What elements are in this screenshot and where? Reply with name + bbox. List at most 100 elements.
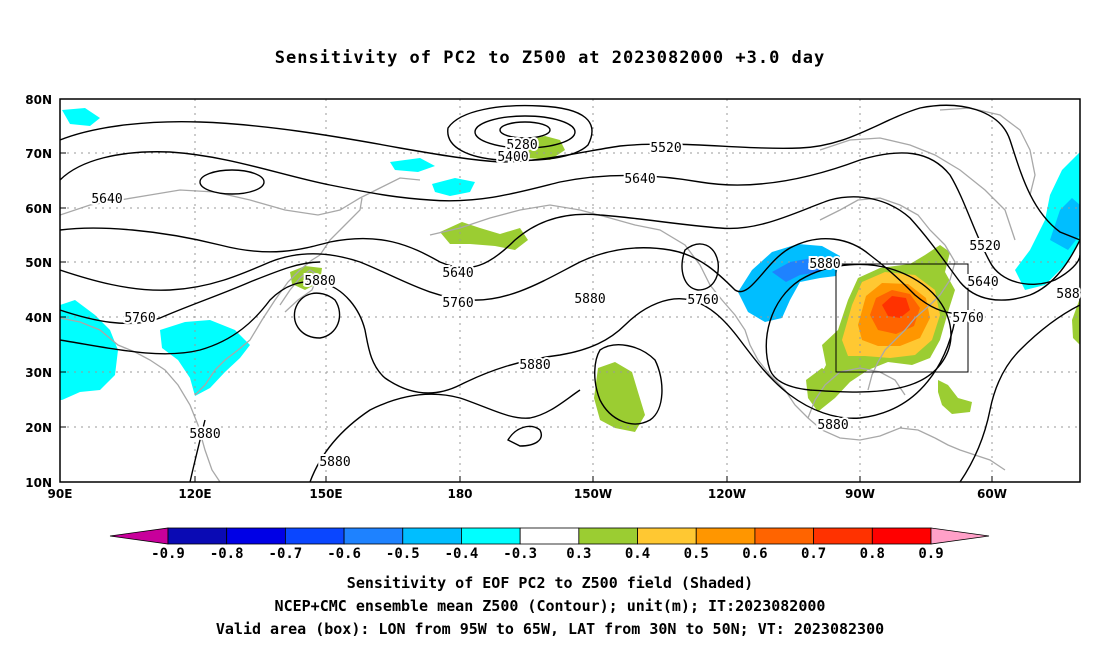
contour-label: 5400 [497, 150, 528, 165]
colorbar-label: 0.6 [742, 546, 767, 562]
colorbar-label: 0.8 [860, 546, 885, 562]
contour-label: 5760 [952, 311, 983, 326]
contour-5880-south-3 [507, 425, 542, 447]
coast-arctic-islands [819, 137, 1016, 241]
colorbar-cells [167, 527, 932, 545]
lon-label: 150E [309, 487, 342, 501]
coast-east-na [867, 244, 956, 391]
coast-kamchatka [319, 197, 363, 256]
contour-5760-north [60, 237, 976, 315]
colorbar-cell [461, 527, 521, 545]
neg-shade-na-inner [772, 258, 826, 282]
colorbar-label: 0.3 [566, 546, 591, 562]
tick-marks [60, 98, 993, 482]
colorbar-cell [226, 527, 286, 545]
colorbar-cell [754, 527, 815, 545]
coast-gulf [807, 367, 906, 419]
contour-label: 5880 [574, 292, 605, 307]
coast-siberia [60, 177, 421, 216]
colorbar-cell [637, 527, 697, 545]
lon-label: 90E [48, 487, 73, 501]
contour-5520 [60, 104, 1080, 241]
colorbar-label: 0.4 [625, 546, 650, 562]
colorbar-label: 0.5 [684, 546, 709, 562]
pos-shade-caribbean [938, 380, 972, 414]
pos-shade-central-pacific [594, 362, 645, 432]
neg-shade-arctic-3 [432, 178, 475, 196]
coast-east-asia [60, 317, 221, 482]
contour-5400 [447, 104, 593, 162]
lat-label: 60N [25, 202, 52, 216]
pos-shade-arctic [520, 136, 565, 160]
lon-label: 90W [845, 487, 875, 501]
contour-label: 5880 [809, 257, 840, 272]
contour-label: 5880 [817, 418, 848, 433]
coast-caribbean [934, 437, 1006, 471]
map-title: Sensitivity of PC2 to Z500 at 2023082000… [274, 48, 826, 68]
lat-label: 20N [25, 421, 52, 435]
contour-label: 5640 [442, 266, 473, 281]
contour-5640 [60, 196, 1080, 301]
contour-label: 5760 [687, 293, 718, 308]
contour-5520-west [199, 169, 265, 195]
lat-label: 10N [25, 476, 52, 490]
pos-shade-ne-us-red [882, 296, 910, 318]
contour-5880-ridge [765, 263, 952, 393]
lat-label: 40N [25, 311, 52, 325]
contour-5880-south [189, 419, 206, 482]
colorbar-label: -0.3 [503, 546, 537, 562]
colorbar-cell [343, 527, 404, 545]
contour-label: 5880 [189, 427, 220, 442]
contour-5280-inner [499, 121, 551, 139]
contour-label: 5520 [650, 141, 681, 156]
pos-shade-pacific-north [440, 222, 528, 250]
colorbar-high-arrow [930, 527, 990, 545]
lat-label: 70N [25, 147, 52, 161]
contour-5760-loop [681, 243, 719, 291]
contour-5880-east [959, 304, 1080, 482]
neg-shade-west [60, 300, 118, 400]
colorbar-label: 0.7 [801, 546, 826, 562]
contour-label: 5640 [967, 275, 998, 290]
gridlines [60, 99, 1080, 482]
colorbar-label: 0.9 [918, 546, 943, 562]
colorbar: -0.9 -0.8 -0.7 -0.6 -0.5 -0.4 -0.3 0.3 0.4 0.5 0.6… [109, 527, 990, 562]
contour-label: 5760 [124, 311, 155, 326]
contour-label: 5760 [442, 296, 473, 311]
plot-frame [59, 98, 1081, 483]
lat-label: 80N [25, 93, 52, 107]
lon-label: 150W [574, 487, 612, 501]
colorbar-cell [402, 527, 462, 545]
contour-5880-main [60, 280, 956, 419]
colorbar-cell [871, 527, 932, 545]
contour-label: 5880 [519, 358, 550, 373]
neg-shade-arctic-2 [390, 158, 435, 172]
colorbar-label: -0.6 [327, 546, 361, 562]
lat-label: 50N [25, 256, 52, 270]
contour-5880-south-2 [309, 389, 581, 482]
contour-label: 5880 [304, 274, 335, 289]
contour-label: 588 [1056, 287, 1079, 302]
colorbar-cell [167, 527, 228, 545]
colorbar-label: -0.8 [210, 546, 244, 562]
coast-hudson [819, 197, 946, 246]
pos-shade-atlantic-edge [1072, 298, 1080, 345]
caption-line-2: NCEP+CMC ensemble mean Z500 (Contour); u… [274, 597, 826, 615]
colorbar-cell [695, 527, 756, 545]
contour-label: 5280 [506, 138, 537, 153]
valid-area-box [835, 263, 969, 373]
contour-5880-pacific [594, 344, 663, 425]
longitude-labels: 90E 120E 150E 180 150W 120W 90W 60W [48, 487, 1007, 501]
colorbar-cell [284, 527, 345, 545]
contour-5640-north [60, 151, 1080, 285]
contour-label: 5520 [969, 239, 1000, 254]
contour-label: 5640 [624, 172, 655, 187]
coast-japan [279, 269, 319, 313]
colorbar-cell [578, 527, 638, 545]
colorbar-cell [519, 527, 580, 545]
neg-shade-arctic-1 [62, 108, 100, 126]
lon-label: 120W [708, 487, 746, 501]
contour-label: 5640 [91, 192, 122, 207]
lon-label: 60W [977, 487, 1007, 501]
colorbar-labels: -0.9 -0.8 -0.7 -0.6 -0.5 -0.4 -0.3 0.3 0.4 0.5 0.6… [151, 546, 944, 562]
